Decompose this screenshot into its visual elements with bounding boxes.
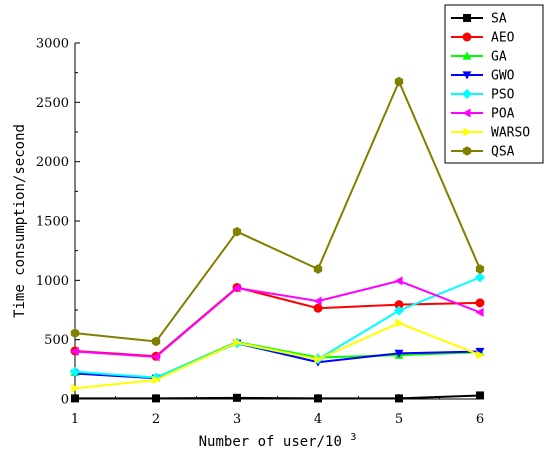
- data-point: [394, 300, 404, 310]
- legend-marker: [462, 51, 472, 60]
- series-line: [74, 340, 481, 379]
- legend-item-aeo: AEO: [451, 31, 515, 46]
- legend-item-pso: PSO: [451, 88, 515, 103]
- series-qsa: [70, 76, 485, 347]
- data-point: [394, 349, 404, 358]
- legend-item-warso: WARSO: [451, 126, 530, 141]
- series-line: [74, 342, 481, 380]
- data-point: [71, 394, 79, 403]
- legend-label: WARSO: [491, 126, 530, 141]
- series-sa: [71, 391, 484, 403]
- legend-item-poa: POA: [451, 107, 515, 122]
- legend-item-qsa: QSA: [451, 145, 515, 160]
- series-layer: [70, 76, 485, 403]
- data-point: [394, 276, 403, 286]
- legend-item-sa: SA: [451, 12, 507, 27]
- x-axis-title-base: Number of user/10: [199, 434, 342, 450]
- series-line: [74, 279, 481, 358]
- legend-label: PSO: [491, 88, 515, 103]
- legend-marker: [462, 71, 472, 80]
- data-point: [70, 366, 80, 377]
- legend-label: QSA: [491, 145, 515, 160]
- legend: SA AEO GA GWO PSO POA WARSO QSA: [444, 4, 544, 164]
- legend-label: AEO: [491, 31, 515, 46]
- series-warso: [71, 318, 485, 393]
- legend-box: [444, 4, 544, 164]
- data-point: [395, 394, 403, 403]
- data-point: [394, 76, 404, 87]
- series-poa: [70, 276, 484, 362]
- data-point: [152, 394, 160, 403]
- y-tick-label: 2000: [36, 155, 69, 170]
- data-point: [152, 375, 161, 385]
- x-axis-title: Number of user/10 3: [199, 432, 357, 450]
- series-line: [75, 394, 481, 400]
- data-point: [476, 391, 484, 400]
- x-tick-label: 1: [71, 412, 79, 427]
- series-line: [74, 79, 481, 343]
- series-pso: [70, 272, 485, 383]
- legend-label: SA: [491, 12, 507, 27]
- data-point: [475, 264, 485, 274]
- x-tick-label: 3: [233, 412, 241, 427]
- y-tick-label: 500: [44, 333, 69, 348]
- data-point: [314, 394, 322, 403]
- data-point: [232, 283, 241, 293]
- legend-marker: [463, 127, 472, 137]
- series-ga: [70, 337, 485, 382]
- y-tick-label: 0: [61, 393, 69, 408]
- data-point: [233, 393, 241, 402]
- y-axis-title: Time consumption/second: [12, 124, 28, 318]
- legend-marker: [463, 14, 471, 22]
- series-line: [74, 321, 481, 390]
- x-axis-title-exponent: 3: [350, 432, 356, 443]
- x-tick-label: 5: [395, 412, 403, 427]
- y-tick-label: 3000: [36, 37, 69, 52]
- data-point: [476, 350, 485, 360]
- data-point: [233, 338, 242, 348]
- data-point: [314, 354, 323, 364]
- legend-item-gwo: GWO: [451, 69, 515, 84]
- data-point: [232, 226, 242, 237]
- x-tick-label: 2: [152, 412, 160, 427]
- series-line: [74, 286, 481, 358]
- data-point: [313, 303, 323, 313]
- data-point: [475, 347, 485, 357]
- legend-label: GA: [491, 50, 507, 65]
- legend-marker: [462, 89, 472, 99]
- data-point: [313, 296, 322, 306]
- data-point: [395, 318, 404, 328]
- data-point: [475, 307, 484, 317]
- x-tick-label: 6: [476, 412, 484, 427]
- y-tick-label: 1500: [36, 215, 69, 230]
- data-point: [70, 347, 79, 357]
- data-point: [313, 264, 323, 274]
- data-point: [151, 336, 161, 347]
- legend-item-ga: GA: [451, 50, 507, 65]
- legend-label: GWO: [491, 69, 515, 84]
- y-tick-label: 2500: [36, 96, 69, 111]
- axes: 0 500 1000 1500 2000 2500 3000 1 2 3 4 5 6: [36, 37, 484, 428]
- series-line: [74, 276, 481, 379]
- y-tick-label: 1000: [36, 274, 69, 289]
- legend-label: POA: [491, 107, 515, 122]
- legend-marker: [462, 32, 472, 42]
- data-point: [151, 352, 160, 362]
- data-point: [394, 305, 404, 316]
- x-tick-label: 4: [314, 412, 322, 427]
- legend-marker: [462, 108, 471, 118]
- legend-marker: [462, 146, 472, 156]
- data-point: [70, 328, 80, 338]
- data-point: [475, 272, 485, 283]
- data-point: [475, 298, 485, 308]
- data-point: [71, 383, 80, 393]
